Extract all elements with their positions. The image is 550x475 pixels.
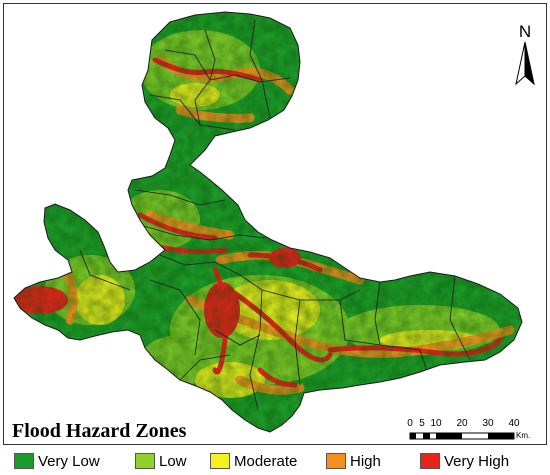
legend-item-very-low: Very Low: [14, 451, 100, 471]
district-boundaries: [79, 19, 471, 411]
scale-tick: 30: [482, 418, 494, 429]
scale-tick: 5: [419, 418, 425, 429]
legend-item-moderate: Moderate: [210, 451, 297, 471]
legend-label: Moderate: [234, 452, 298, 470]
legend-item-low: Low: [135, 451, 187, 471]
legend-swatch: [420, 453, 440, 469]
legend: Very Low Low Moderate High Very High: [0, 448, 550, 475]
scale-bar: 0 5 10 20 30 40 Km.: [406, 418, 536, 444]
scale-tick: 20: [456, 418, 468, 429]
scale-bar-graphic: [409, 432, 515, 440]
legend-item-high: High: [326, 451, 381, 471]
scale-unit: Km.: [516, 431, 531, 440]
legend-swatch: [135, 453, 155, 469]
legend-label: High: [350, 452, 381, 470]
north-arrow-icon: [515, 41, 535, 86]
legend-swatch: [326, 453, 346, 469]
map-title: Flood Hazard Zones: [12, 420, 187, 442]
legend-swatch: [210, 453, 230, 469]
legend-label: Very High: [444, 452, 510, 470]
north-label: N: [518, 22, 532, 41]
north-arrow: N: [508, 22, 542, 92]
legend-label: Very Low: [38, 452, 100, 470]
scale-tick: 10: [430, 418, 442, 429]
legend-item-very-high: Very High: [420, 451, 509, 471]
scale-tick: 0: [407, 418, 413, 429]
scale-tick: 40: [508, 418, 520, 429]
legend-label: Low: [159, 452, 187, 470]
legend-swatch: [14, 453, 34, 469]
